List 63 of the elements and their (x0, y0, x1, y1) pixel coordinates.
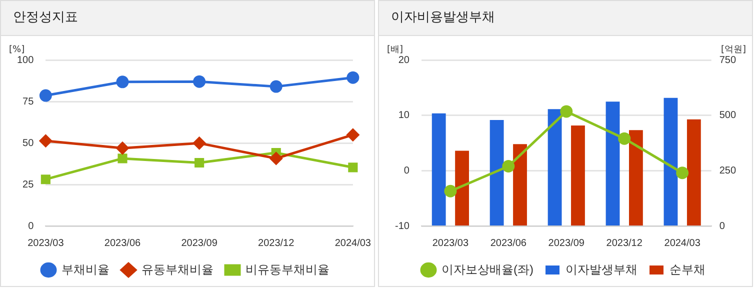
x-tick-label: 2023/09 (181, 238, 218, 249)
point (346, 71, 360, 84)
point (270, 80, 282, 93)
y-tick-label: 25 (22, 179, 34, 190)
y-tick-label: 50 (22, 138, 34, 149)
y2-tick-label: 250 (719, 165, 736, 176)
legend-label: 순부채 (669, 262, 706, 276)
legend-label: 이자발생부채 (565, 262, 638, 276)
x-tick-label: 2023/06 (104, 238, 142, 249)
point (618, 132, 631, 145)
point (194, 158, 204, 168)
bar (432, 113, 446, 226)
bar (548, 109, 562, 226)
y-axis-title: [%] (9, 44, 25, 55)
y2-tick-label: 500 (719, 110, 736, 122)
y-tick-label: 10 (398, 110, 410, 122)
bar (664, 98, 678, 226)
point (39, 89, 52, 102)
point (502, 160, 515, 172)
x-tick-label: 2023/03 (28, 238, 64, 249)
point (118, 154, 128, 164)
x-tick-label: 2023/06 (490, 238, 527, 249)
point (116, 76, 129, 88)
bar (628, 130, 643, 226)
y-tick-label: 0 (404, 165, 410, 176)
legend-label: 부채비율 (62, 262, 110, 276)
legend-label: 이자보상배율(좌) (442, 262, 534, 276)
x-tick-label: 2023/12 (258, 238, 295, 249)
chart-title: 안정성지표 (1, 1, 374, 36)
bar (606, 102, 620, 226)
bar (686, 119, 701, 226)
x-tick-label: 2024/03 (334, 238, 372, 249)
legend-label: 비유동부채비율 (246, 262, 330, 276)
y-tick-label: 75 (22, 96, 34, 108)
point (560, 105, 573, 118)
y2-tick-label: 750 (719, 54, 736, 66)
point (270, 152, 282, 165)
bar (571, 126, 585, 226)
x-tick-label: 2024/03 (664, 238, 701, 249)
point (444, 184, 457, 198)
bar (455, 150, 469, 226)
point (346, 128, 360, 142)
x-tick-label: 2023/12 (606, 238, 643, 249)
y-tick-label: 0 (28, 220, 34, 232)
legend-label: 유동부채비율 (142, 262, 214, 276)
point (193, 75, 206, 88)
y-axis-title: [배] (387, 44, 404, 55)
bar (490, 120, 504, 226)
point (676, 166, 689, 180)
x-tick-label: 2023/09 (548, 238, 585, 249)
y2-tick-label: 0 (719, 220, 726, 232)
bar (513, 144, 527, 226)
point (193, 136, 206, 150)
y2-axis-title: [억원] (720, 44, 746, 55)
point (116, 142, 129, 154)
y-tick-label: -10 (395, 220, 410, 232)
x-tick-label: 2023/03 (432, 238, 469, 249)
y-tick-label: 20 (398, 54, 410, 66)
point (348, 162, 358, 172)
chart-title: 이자비용발생부채 (379, 1, 752, 36)
point (39, 134, 52, 148)
point (40, 174, 50, 184)
y-tick-label: 100 (16, 54, 34, 66)
